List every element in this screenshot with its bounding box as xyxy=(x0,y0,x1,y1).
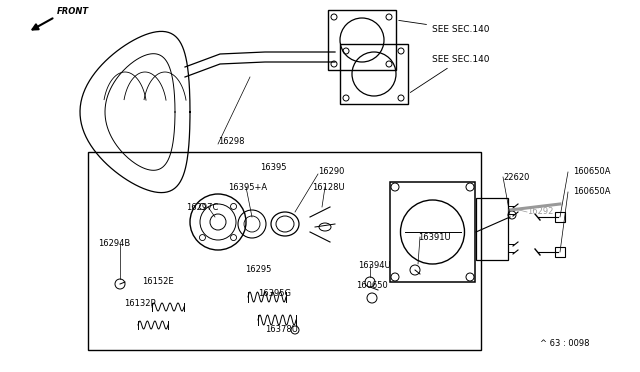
Text: 16132P: 16132P xyxy=(124,299,156,308)
Text: SEE SEC.140: SEE SEC.140 xyxy=(410,55,490,93)
Text: 22620: 22620 xyxy=(503,173,529,182)
Text: 16295: 16295 xyxy=(245,266,271,275)
Text: 160650A: 160650A xyxy=(573,187,611,196)
Bar xyxy=(555,247,565,257)
Text: 160650: 160650 xyxy=(356,280,388,289)
Text: 16395G: 16395G xyxy=(258,289,291,298)
Text: 16152E: 16152E xyxy=(142,278,173,286)
Text: SEE SEC.140: SEE SEC.140 xyxy=(399,20,490,34)
Text: 160650A: 160650A xyxy=(573,167,611,176)
Bar xyxy=(390,182,475,282)
Text: FRONT: FRONT xyxy=(57,7,89,16)
Text: 16292: 16292 xyxy=(527,208,554,217)
Text: 16290: 16290 xyxy=(318,167,344,176)
Text: ^ 63 : 0098: ^ 63 : 0098 xyxy=(540,340,589,349)
Text: 16394U: 16394U xyxy=(358,260,390,269)
Text: 16395+A: 16395+A xyxy=(228,183,267,192)
Bar xyxy=(328,10,396,70)
Text: 16298: 16298 xyxy=(218,138,244,147)
Text: 16294B: 16294B xyxy=(98,240,131,248)
Text: 16391U: 16391U xyxy=(418,232,451,241)
Text: 16395: 16395 xyxy=(260,163,287,171)
Bar xyxy=(88,152,481,350)
Bar xyxy=(476,198,508,260)
Bar xyxy=(340,44,408,104)
Text: 16128U: 16128U xyxy=(312,183,344,192)
Text: 16297C: 16297C xyxy=(186,202,218,212)
Bar xyxy=(555,212,565,222)
Text: 16378U: 16378U xyxy=(265,326,298,334)
